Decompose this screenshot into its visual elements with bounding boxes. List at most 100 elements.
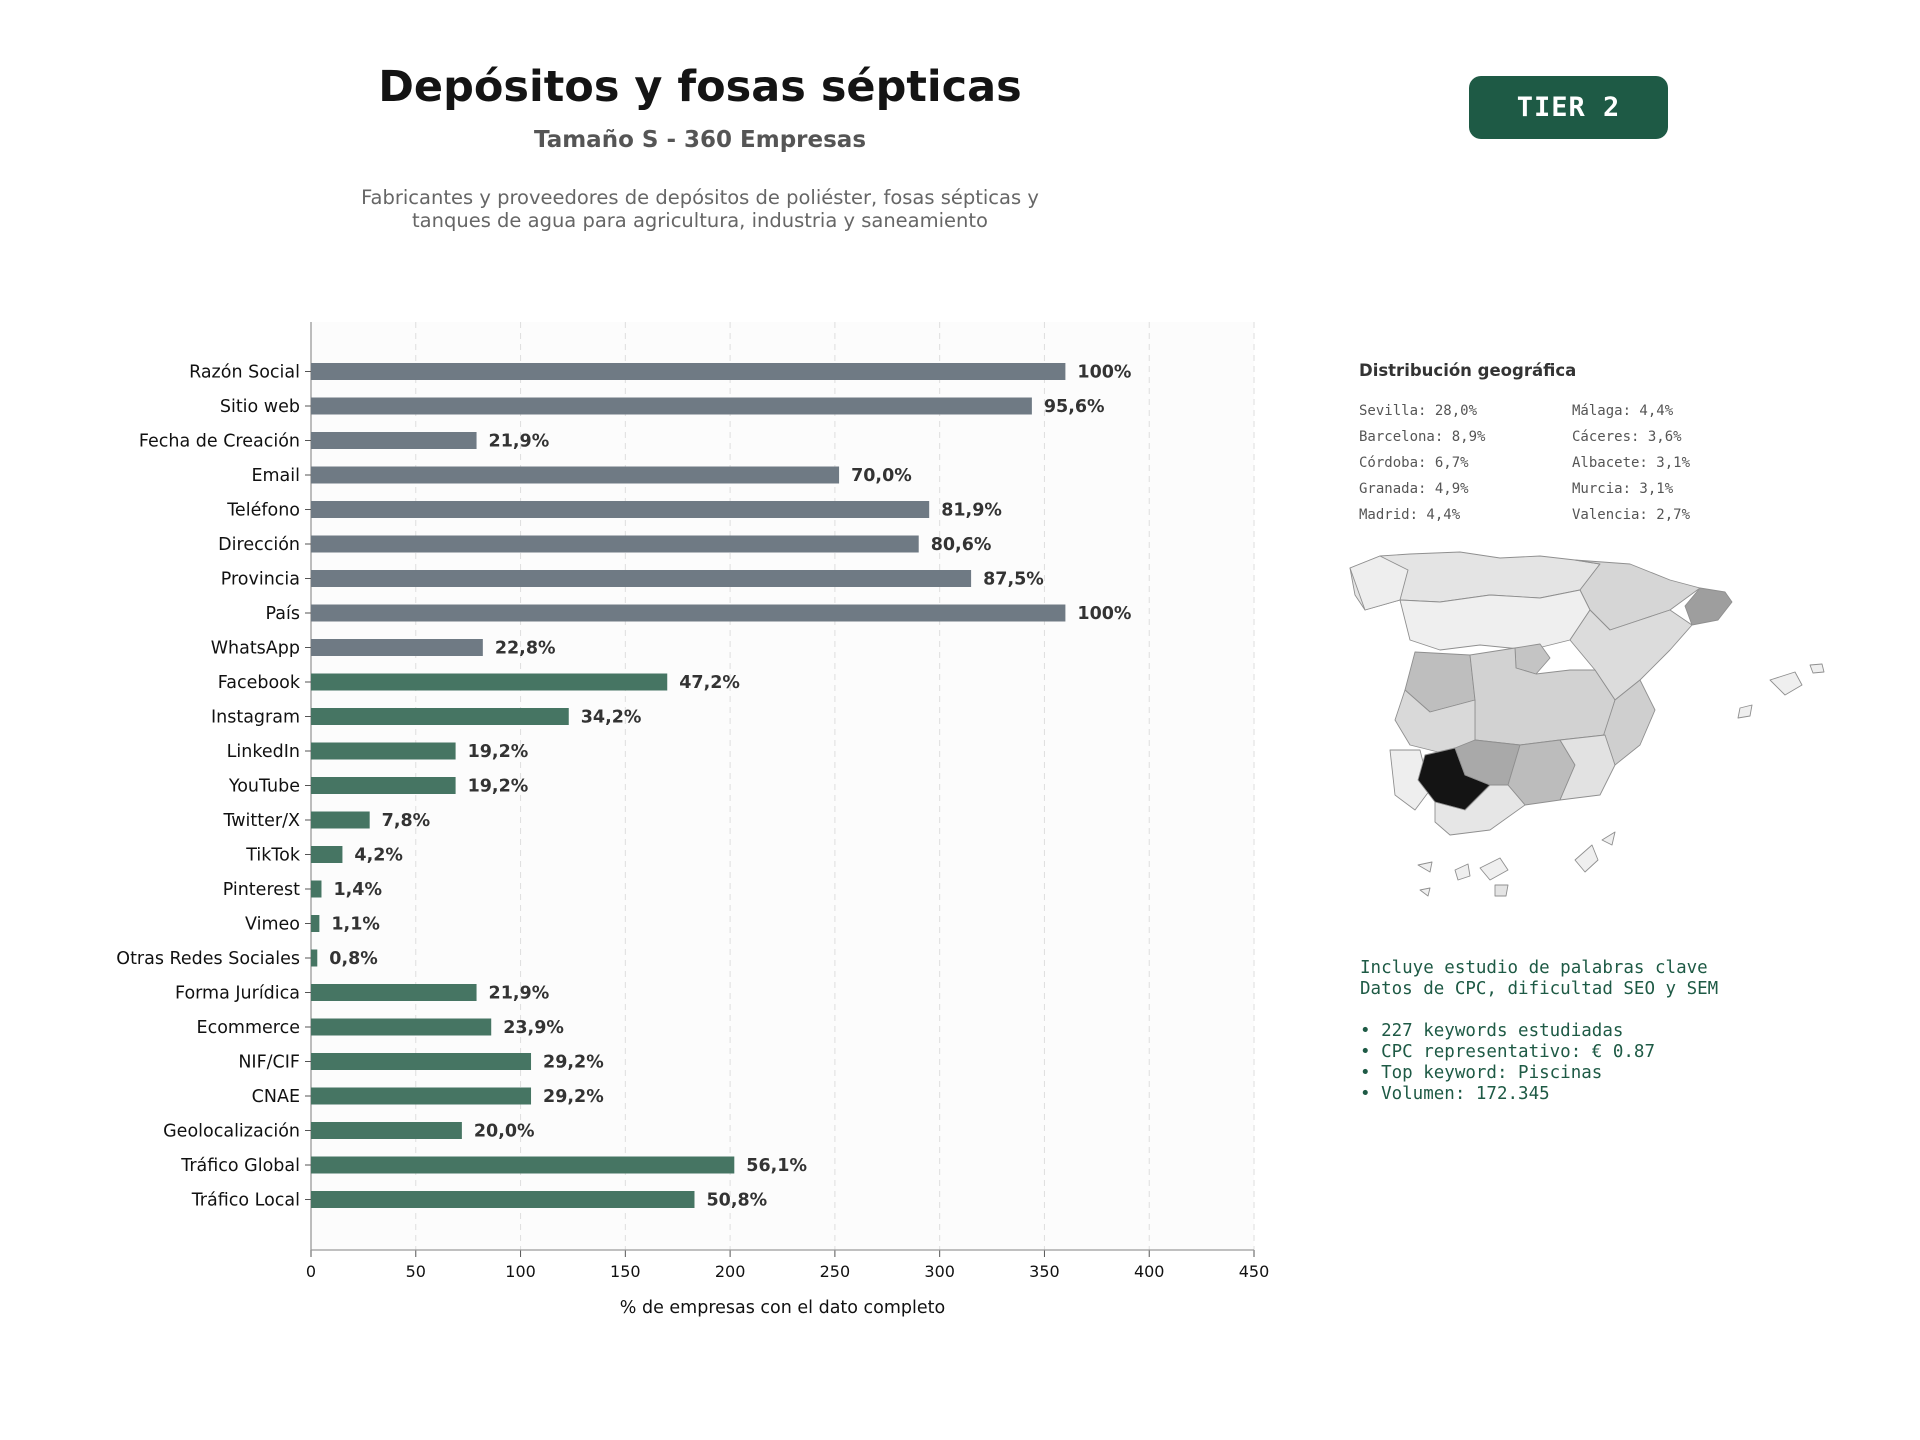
data-label: 47,2% — [679, 673, 740, 693]
bar — [311, 1156, 735, 1174]
data-label: 95,6% — [1044, 397, 1105, 417]
x-tick-label: 150 — [610, 1262, 641, 1281]
map-region-canary-6 — [1601, 831, 1616, 846]
map-region-galicia — [1349, 555, 1409, 611]
map-region-canary-7 — [1419, 887, 1431, 897]
y-tick-label: Teléfono — [226, 501, 300, 521]
geo-item: Valencia: 2,7% — [1572, 507, 1691, 523]
y-tick-label: YouTube — [228, 777, 300, 797]
bar — [311, 742, 456, 760]
y-tick-label: NIF/CIF — [238, 1053, 300, 1073]
map-region-balearic-2 — [1809, 663, 1825, 674]
y-tick-label: Facebook — [218, 673, 301, 693]
geo-title: Distribución geográfica — [1359, 361, 1577, 380]
y-tick-label: Tráfico Local — [191, 1191, 300, 1211]
bar — [311, 535, 919, 553]
map-region-malaga-cadiz — [1434, 784, 1526, 836]
bar — [311, 984, 477, 1001]
geo-item: Barcelona: 8,9% — [1359, 429, 1486, 445]
y-tick-label: Razón Social — [189, 363, 300, 383]
map-region-canary-4 — [1494, 884, 1509, 897]
data-label: 50,8% — [706, 1191, 767, 1211]
bar — [311, 397, 1032, 415]
bar — [311, 949, 318, 967]
bar — [311, 501, 930, 518]
data-label: 21,9% — [489, 432, 550, 452]
y-tick-label: Tráfico Global — [180, 1156, 300, 1176]
data-label: 80,6% — [931, 535, 992, 555]
x-tick-label: 100 — [505, 1262, 536, 1281]
bar — [311, 1018, 492, 1036]
geo-item: Córdoba: 6,7% — [1359, 455, 1469, 471]
geo-list: Sevilla: 28,0% Málaga: 4,4% Barcelona: 8… — [1359, 398, 1739, 528]
x-tick-label: 0 — [306, 1262, 316, 1281]
data-label: 34,2% — [581, 708, 642, 728]
bar — [311, 570, 972, 587]
geo-item: Cáceres: 3,6% — [1572, 429, 1682, 445]
data-label: 87,5% — [983, 570, 1044, 590]
keywords-bullet: • 227 keywords estudiadas — [1360, 1021, 1624, 1041]
y-tick-label: Vimeo — [245, 915, 300, 935]
geo-item: Sevilla: 28,0% — [1359, 403, 1478, 419]
geo-item: Madrid: 4,4% — [1359, 507, 1461, 523]
y-tick-label: Forma Jurídica — [175, 984, 300, 1004]
data-label: 22,8% — [495, 639, 556, 659]
data-label: 56,1% — [746, 1156, 807, 1176]
bar — [311, 363, 1066, 380]
bar-chart: 0 50 100 150 200 250 300 350 400 450 Razón Social 1… — [116, 322, 1269, 1318]
x-tick-label: 250 — [820, 1262, 851, 1281]
map-region-almeria — [1559, 734, 1616, 801]
y-tick-label: Fecha de Creación — [139, 432, 300, 452]
keywords-line: Incluye estudio de palabras clave — [1360, 958, 1708, 978]
y-tick-label: LinkedIn — [227, 742, 300, 762]
bar — [311, 777, 456, 794]
y-tick-label: WhatsApp — [211, 639, 300, 659]
keywords-panel: Incluye estudio de palabras clave Datos … — [1360, 958, 1718, 1105]
data-label: 70,0% — [851, 466, 912, 486]
geo-item: Granada: 4,9% — [1359, 481, 1469, 497]
data-label: 1,1% — [331, 915, 380, 935]
y-tick-label: Email — [251, 466, 300, 486]
bar — [311, 708, 569, 725]
map-region-canary-5 — [1574, 844, 1599, 873]
bar — [311, 880, 322, 898]
y-tick-label: Otras Redes Sociales — [116, 949, 300, 969]
map-region-canary-2 — [1454, 863, 1471, 881]
y-tick-label: Sitio web — [220, 397, 300, 417]
data-label: 19,2% — [468, 742, 529, 762]
data-label: 81,9% — [941, 501, 1002, 521]
bar — [311, 811, 370, 829]
map-region-canary-3 — [1479, 857, 1509, 881]
data-label: 0,8% — [329, 949, 378, 969]
data-label: 20,0% — [474, 1122, 535, 1142]
description-line: tanques de agua para agricultura, indust… — [412, 209, 988, 232]
data-label: 100% — [1077, 604, 1131, 624]
x-axis-title: % de empresas con el dato completo — [620, 1298, 945, 1318]
bar — [311, 1053, 532, 1070]
data-label: 29,2% — [543, 1053, 604, 1073]
page-title: Depósitos y fosas sépticas — [378, 62, 1022, 112]
data-label: 7,8% — [382, 811, 431, 831]
y-tick-label: Provincia — [221, 570, 300, 590]
x-tick-label: 350 — [1029, 1262, 1060, 1281]
data-label: 1,4% — [333, 880, 382, 900]
spain-map — [1349, 551, 1825, 897]
x-tick-label: 400 — [1134, 1262, 1165, 1281]
y-tick-label: Ecommerce — [197, 1018, 300, 1038]
data-label: 21,9% — [489, 984, 550, 1004]
geo-item: Murcia: 3,1% — [1572, 481, 1674, 497]
keywords-bullet: • CPC representativo: € 0.87 — [1360, 1042, 1656, 1062]
bar — [311, 639, 483, 656]
map-region-balearic-3 — [1737, 704, 1753, 719]
bar — [311, 1191, 695, 1208]
description: Fabricantes y proveedores de depósitos d… — [290, 186, 1110, 232]
keywords-bullet: • Top keyword: Piscinas — [1360, 1063, 1603, 1083]
y-tick-label: Instagram — [211, 708, 300, 728]
x-tick-label: 50 — [406, 1262, 426, 1281]
map-region-balearic-1 — [1769, 671, 1803, 696]
bar — [311, 604, 1066, 622]
data-label: 100% — [1077, 363, 1131, 383]
y-tick-label: Twitter/X — [222, 811, 300, 831]
geo-item: Málaga: 4,4% — [1572, 403, 1674, 419]
bar — [311, 432, 477, 449]
